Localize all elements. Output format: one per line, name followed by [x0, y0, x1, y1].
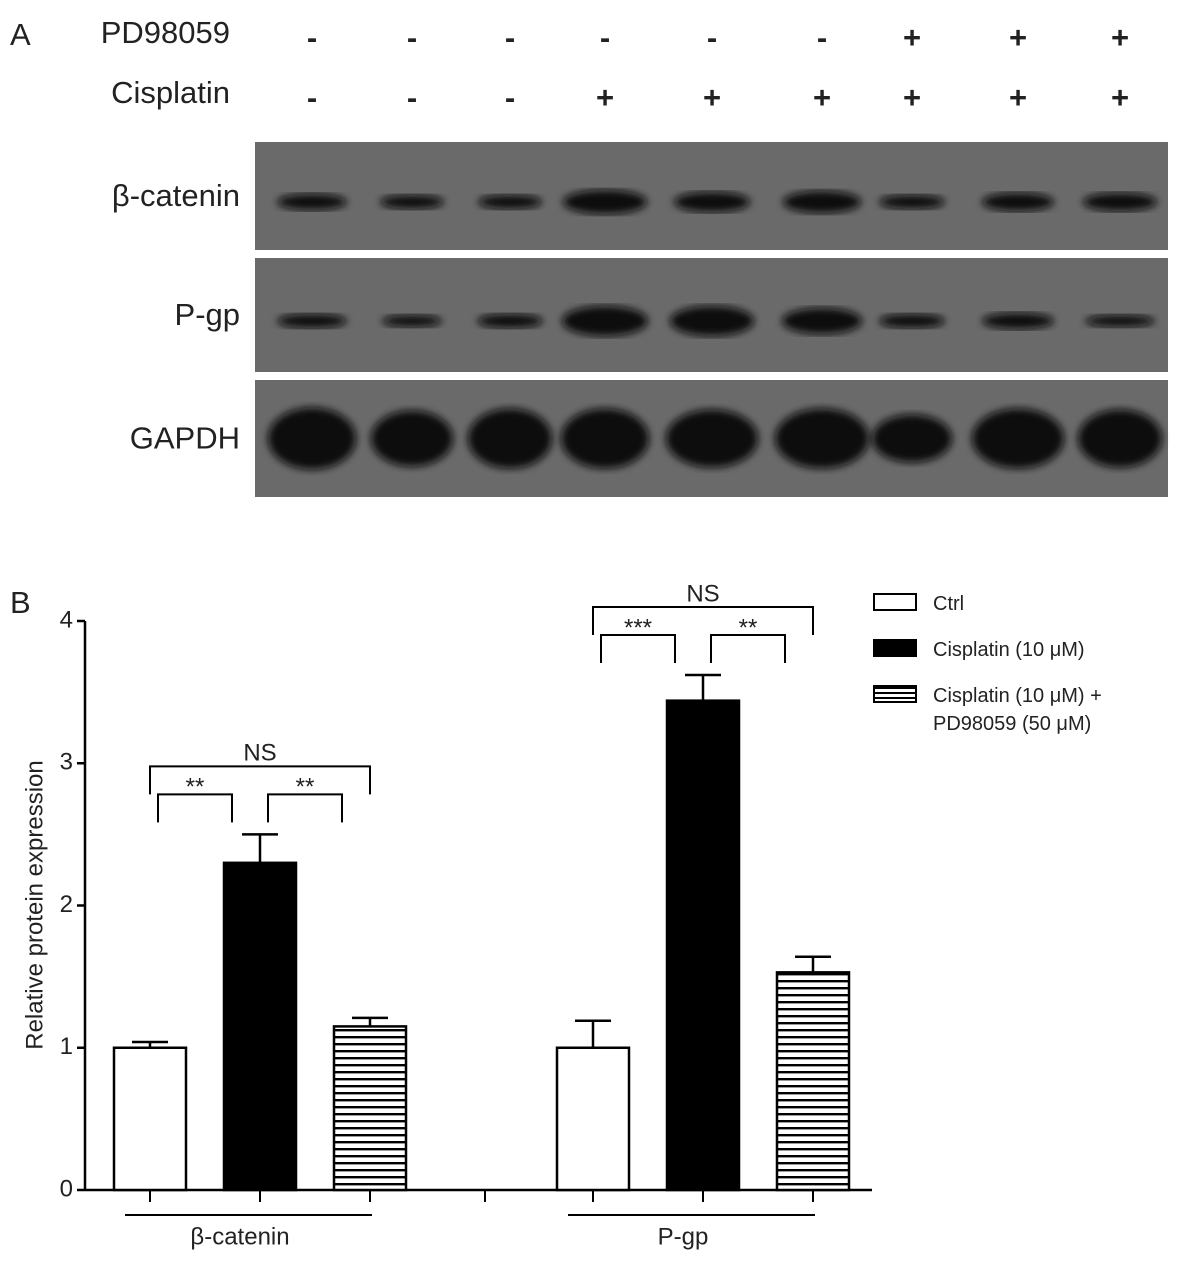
- band: [478, 195, 542, 209]
- legend: Ctrl Cisplatin (10 μM) Cisplatin (10 μM) +…: [873, 590, 1143, 756]
- legend-swatch: [873, 685, 917, 703]
- y-tick-label: 0: [60, 1175, 73, 1202]
- band: [783, 191, 861, 213]
- blot-label: P-gp: [175, 297, 240, 332]
- significance-label: NS: [243, 740, 276, 767]
- error-bar: [795, 955, 831, 973]
- treatment-sign: -: [407, 80, 417, 115]
- bar: [332, 1025, 408, 1192]
- treatment-sign: +: [1111, 80, 1129, 115]
- legend-item: Cisplatin (10 μM): [873, 636, 1143, 664]
- treatment-sign: +: [1009, 80, 1027, 115]
- significance-label: ***: [624, 614, 652, 641]
- treatment-sign: -: [407, 20, 417, 55]
- legend-item: Cisplatin (10 μM) + PD98059 (50 μM): [873, 682, 1143, 738]
- treatment-sign: +: [596, 80, 614, 115]
- error-bar: [685, 673, 721, 701]
- band: [1078, 409, 1162, 468]
- error-bar: [242, 833, 278, 863]
- bar: [112, 1046, 188, 1192]
- legend-label: Cisplatin (10 μM): [933, 639, 1085, 661]
- bar: [665, 699, 741, 1192]
- band: [775, 408, 869, 469]
- significance-bracket: [592, 606, 814, 636]
- treatment-sign: +: [903, 20, 921, 55]
- y-tick-label: 4: [60, 606, 73, 633]
- band: [563, 190, 647, 214]
- significance-bracket: [157, 793, 233, 823]
- band: [277, 314, 347, 328]
- legend-swatch: [873, 593, 917, 611]
- band: [562, 306, 648, 336]
- treatment-sign: -: [505, 80, 515, 115]
- x-tick-label: P-gp: [658, 1223, 709, 1250]
- legend-label: Ctrl: [933, 593, 965, 615]
- band: [277, 194, 347, 210]
- significance-label: **: [186, 774, 205, 801]
- band: [1083, 193, 1157, 211]
- treatment-label: Cisplatin: [111, 75, 230, 110]
- bar: [222, 861, 298, 1192]
- band: [879, 314, 945, 328]
- bar: [555, 1046, 631, 1192]
- error-bar: [132, 1040, 168, 1048]
- significance-bracket: [600, 634, 676, 664]
- band: [468, 408, 552, 469]
- y-tick-label: 1: [60, 1033, 73, 1060]
- treatment-sign: -: [707, 20, 717, 55]
- bar: [775, 971, 851, 1192]
- significance-bracket: [710, 634, 786, 664]
- y-axis-label: Relative protein expression: [21, 760, 48, 1050]
- band: [872, 414, 952, 463]
- panel-label: A: [10, 17, 31, 52]
- treatment-sign: -: [600, 20, 610, 55]
- panel-label: B: [10, 585, 31, 620]
- band: [982, 193, 1054, 211]
- treatment-sign: +: [703, 80, 721, 115]
- treatment-sign: -: [817, 20, 827, 55]
- treatment-sign: +: [813, 80, 831, 115]
- treatment-sign: -: [307, 20, 317, 55]
- band: [782, 308, 862, 334]
- significance-label: NS: [686, 580, 719, 607]
- legend-item: Ctrl: [873, 590, 1143, 618]
- legend-label: Cisplatin (10 μM) + PD98059 (50 μM): [933, 685, 1102, 735]
- band: [972, 408, 1064, 469]
- treatment-sign: +: [903, 80, 921, 115]
- band: [1085, 315, 1155, 327]
- band: [371, 410, 453, 467]
- band: [561, 408, 649, 469]
- error-bar: [575, 1019, 611, 1048]
- band: [477, 314, 543, 328]
- band: [879, 195, 945, 209]
- treatment-label: PD98059: [101, 15, 230, 50]
- error-bar: [352, 1016, 388, 1027]
- y-tick-label: 2: [60, 891, 73, 918]
- blot-label: GAPDH: [130, 421, 240, 456]
- significance-bracket: [149, 765, 371, 795]
- band: [670, 306, 754, 336]
- significance-label: **: [296, 774, 315, 801]
- band: [674, 192, 750, 212]
- band: [382, 315, 442, 327]
- band: [666, 409, 758, 468]
- treatment-sign: -: [307, 80, 317, 115]
- band: [982, 313, 1054, 329]
- legend-swatch: [873, 639, 917, 657]
- band: [268, 407, 356, 470]
- treatment-sign: -: [505, 20, 515, 55]
- y-tick-label: 3: [60, 749, 73, 776]
- x-tick-label: β-catenin: [190, 1223, 289, 1250]
- significance-label: **: [739, 614, 758, 641]
- band: [380, 195, 444, 209]
- treatment-sign: +: [1009, 20, 1027, 55]
- blot-label: β-catenin: [112, 178, 240, 213]
- significance-bracket: [267, 793, 343, 823]
- treatment-sign: +: [1111, 20, 1129, 55]
